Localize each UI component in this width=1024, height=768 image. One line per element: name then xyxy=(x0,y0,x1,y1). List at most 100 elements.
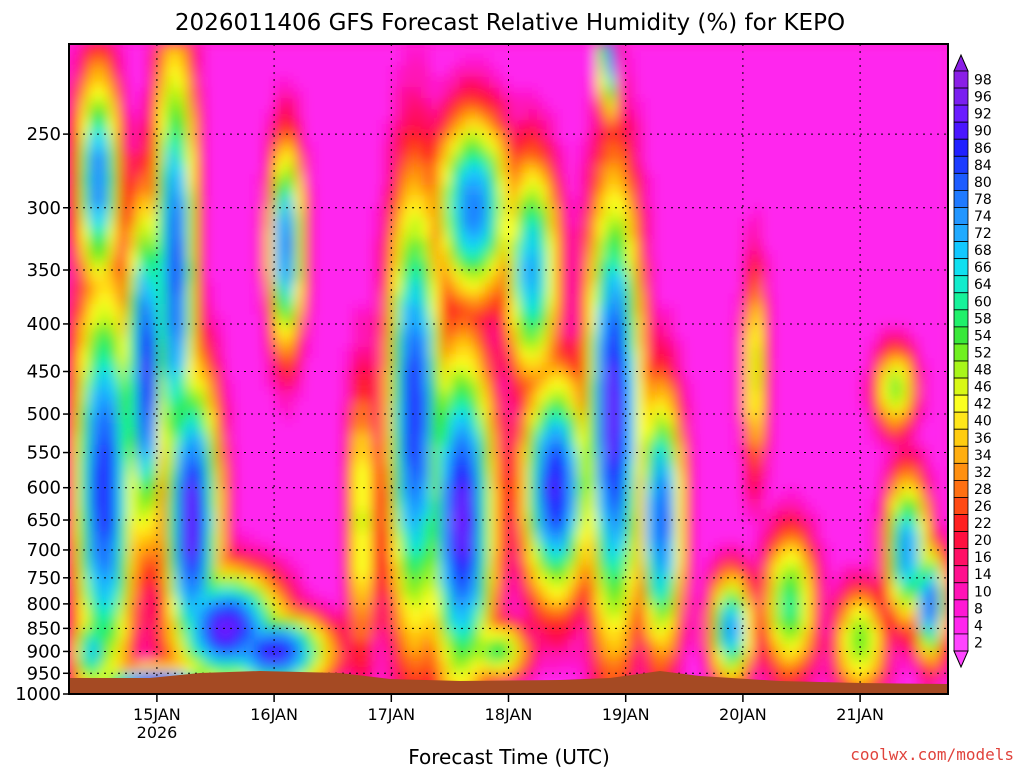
colorbar-label: 66 xyxy=(974,260,992,276)
x-tick-label: 18JAN xyxy=(485,705,533,724)
colorbar-swatch xyxy=(953,87,969,106)
colorbar-label: 68 xyxy=(974,243,992,259)
colorbar-swatch xyxy=(953,633,969,652)
colorbar-swatch xyxy=(953,343,969,362)
colorbar-label: 16 xyxy=(974,550,992,566)
colorbar-label: 22 xyxy=(974,516,992,532)
y-tick-label: 450 xyxy=(27,362,61,383)
colorbar-swatch xyxy=(953,258,969,277)
y-tick-label: 900 xyxy=(27,641,61,662)
colorbar-label: 80 xyxy=(974,175,992,191)
colorbar-swatch xyxy=(953,616,969,635)
colorbar-swatch xyxy=(953,462,969,481)
colorbar-label: 84 xyxy=(974,158,992,174)
colorbar-swatch xyxy=(953,309,969,328)
colorbar-arrow-bottom xyxy=(953,650,969,669)
x-tick-label: 21JAN xyxy=(836,705,884,724)
colorbar-label: 96 xyxy=(974,90,992,106)
y-tick-label: 850 xyxy=(27,618,61,639)
colorbar-label: 46 xyxy=(974,380,992,396)
y-tick-label: 700 xyxy=(27,540,61,561)
y-tick-label: 800 xyxy=(27,594,61,615)
colorbar-label: 36 xyxy=(974,431,992,447)
x-tick-label: 16JAN xyxy=(250,705,298,724)
colorbar-swatch xyxy=(953,582,969,601)
colorbar-label: 48 xyxy=(974,363,992,379)
colorbar-swatch xyxy=(953,121,969,140)
colorbar-label: 2 xyxy=(974,635,983,651)
colorbar-swatch xyxy=(953,172,969,191)
colorbar-label: 54 xyxy=(974,328,992,344)
y-tick-label: 550 xyxy=(27,443,61,464)
colorbar-arrow-top xyxy=(953,53,969,72)
colorbar-swatch xyxy=(953,224,969,242)
colorbar-label: 42 xyxy=(974,397,992,413)
colorbar-label: 60 xyxy=(974,294,992,310)
colorbar-label: 64 xyxy=(974,277,992,293)
colorbar-swatch xyxy=(953,445,969,464)
x-axis: 15JAN 16JAN 17JAN 18JAN 19JAN 20JAN 21JAN xyxy=(133,694,884,724)
colorbar-label: 86 xyxy=(974,141,992,157)
colorbar-swatch xyxy=(953,428,969,447)
colorbar-label: 4 xyxy=(974,618,983,634)
colorbar-swatch xyxy=(953,497,969,515)
colorbar-swatch xyxy=(953,514,969,532)
terrain-fill xyxy=(69,671,948,694)
colorbar-swatch xyxy=(953,394,969,413)
colorbar-swatch xyxy=(953,155,969,174)
y-tick-label: 1000 xyxy=(15,684,61,705)
colorbar-swatch xyxy=(953,207,969,225)
y-tick-label: 600 xyxy=(27,478,61,499)
colorbar-label: 8 xyxy=(974,601,983,617)
colorbar-label: 26 xyxy=(974,499,992,515)
y-tick-label: 400 xyxy=(27,314,61,335)
colorbar-swatch xyxy=(953,104,969,123)
colorbar-swatch xyxy=(953,411,969,430)
colorbar-swatch xyxy=(953,548,969,567)
y-axis: 2503003504004505005506006507007508008509… xyxy=(15,124,69,705)
colorbar-swatch xyxy=(953,565,969,584)
y-tick-label: 300 xyxy=(27,198,61,219)
x-tick-label: 19JAN xyxy=(602,705,650,724)
colorbar-swatch xyxy=(953,138,969,157)
y-tick-label: 350 xyxy=(27,260,61,281)
y-tick-label: 250 xyxy=(27,124,61,145)
credit-text: coolwx.com/models xyxy=(850,745,1014,764)
colorbar-label: 74 xyxy=(974,209,992,225)
colorbar-label: 20 xyxy=(974,533,992,549)
colorbar-label: 10 xyxy=(974,584,992,600)
y-tick-label: 650 xyxy=(27,510,61,531)
colorbar-label: 78 xyxy=(974,192,992,208)
y-tick-label: 750 xyxy=(27,568,61,589)
y-tick-label: 950 xyxy=(27,663,61,684)
colorbar-swatch xyxy=(953,599,969,618)
colorbar-swatch xyxy=(953,377,969,396)
colorbar-label: 90 xyxy=(974,124,992,140)
colorbar-swatch xyxy=(953,241,969,260)
colorbar-label: 92 xyxy=(974,107,992,123)
colorbar-label: 58 xyxy=(974,311,992,327)
colorbar-label: 14 xyxy=(974,567,992,583)
colorbar: 9896929086848078747268666460585452484642… xyxy=(953,53,992,669)
x-tick-label: 17JAN xyxy=(367,705,415,724)
x-axis-title: Forecast Time (UTC) xyxy=(408,745,610,768)
colorbar-label: 98 xyxy=(974,73,992,89)
colorbar-swatch xyxy=(953,326,969,345)
chart-title: 2026011406 GFS Forecast Relative Humidit… xyxy=(175,10,845,36)
colorbar-label: 34 xyxy=(974,448,992,464)
colorbar-label: 52 xyxy=(974,345,992,361)
colorbar-swatch xyxy=(953,531,969,550)
colorbar-label: 40 xyxy=(974,414,992,430)
colorbar-swatch xyxy=(953,480,969,498)
x-axis-year: 2026 xyxy=(137,723,178,742)
x-tick-label: 15JAN xyxy=(133,705,181,724)
colorbar-swatch xyxy=(953,190,969,208)
colorbar-label: 72 xyxy=(974,226,992,242)
colorbar-swatch xyxy=(953,275,969,294)
colorbar-label: 28 xyxy=(974,482,992,498)
plot-area xyxy=(69,44,948,694)
colorbar-swatch xyxy=(953,360,969,379)
colorbar-swatch xyxy=(953,70,969,89)
y-tick-label: 500 xyxy=(27,404,61,425)
